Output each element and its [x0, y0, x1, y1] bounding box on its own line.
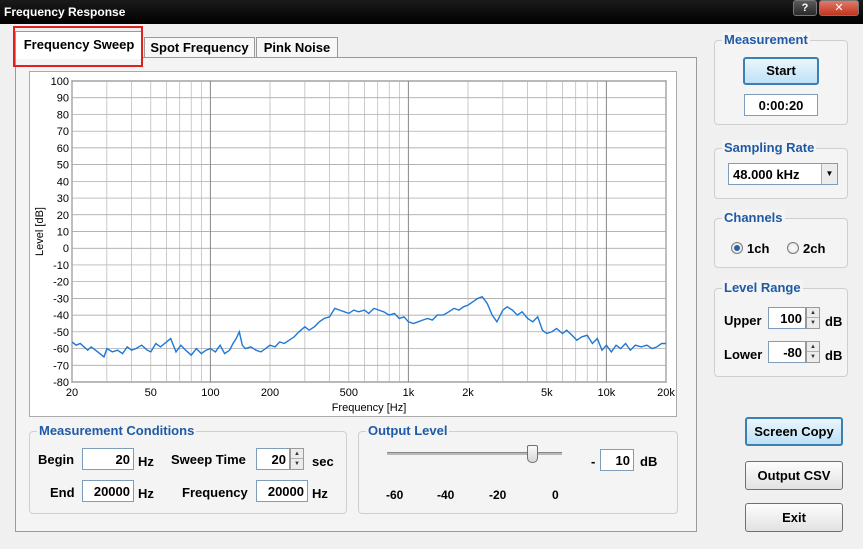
- spin-up-icon[interactable]: ▲: [807, 308, 819, 318]
- spin-down-icon[interactable]: ▼: [810, 354, 816, 360]
- y-tick-label: 100: [51, 76, 69, 88]
- upper-input[interactable]: 100: [768, 307, 806, 329]
- lower-stepper[interactable]: ▲ ▼: [806, 341, 820, 363]
- help-button[interactable]: ?: [793, 0, 817, 16]
- y-tick-label: 90: [57, 93, 69, 105]
- sweep-time-unit: sec: [312, 454, 334, 469]
- x-tick-label: 5k: [541, 387, 553, 399]
- window-title: Frequency Response: [4, 5, 126, 19]
- y-tick-label: 20: [57, 210, 69, 222]
- tab-pink-noise[interactable]: Pink Noise: [256, 37, 338, 58]
- output-level-input[interactable]: 10: [600, 449, 634, 471]
- measurement-conditions-title: Measurement Conditions: [37, 423, 197, 438]
- frequency-unit: Hz: [312, 486, 328, 501]
- x-tick-label: 20: [66, 387, 78, 399]
- slider-scale-label: -40: [437, 488, 455, 502]
- output-level-title: Output Level: [366, 423, 450, 438]
- channel-2ch-radio[interactable]: [787, 242, 799, 254]
- help-icon: ?: [801, 2, 809, 14]
- upper-stepper[interactable]: ▲ ▼: [806, 307, 820, 329]
- y-tick-label: 80: [57, 109, 69, 121]
- level-range-group: Level Range: [714, 280, 848, 377]
- title-bar: Frequency Response: [0, 0, 863, 24]
- spin-up-icon[interactable]: ▲: [291, 449, 303, 459]
- tab-spot-frequency[interactable]: Spot Frequency: [144, 37, 255, 58]
- end-label: End: [50, 485, 75, 500]
- spin-up-icon[interactable]: ▲: [807, 342, 819, 352]
- channel-1ch-label[interactable]: 1ch: [747, 241, 770, 256]
- upper-unit: dB: [825, 314, 843, 329]
- output-level-slider-thumb[interactable]: [527, 445, 539, 463]
- output-level-sign: -: [591, 454, 596, 469]
- frequency-label: Frequency: [182, 485, 248, 500]
- elapsed-time-display: 0:00:20: [744, 94, 818, 116]
- y-tick-label: -30: [53, 293, 69, 305]
- y-tick-label: -10: [53, 260, 69, 272]
- x-tick-label: 20k: [657, 387, 675, 399]
- y-tick-label: -60: [53, 344, 69, 356]
- begin-label: Begin: [38, 452, 75, 467]
- sampling-rate-value: 48.000 kHz: [733, 167, 800, 182]
- close-icon: ✕: [834, 2, 844, 14]
- exit-button[interactable]: Exit: [745, 503, 843, 532]
- slider-scale-label: 0: [552, 488, 559, 502]
- y-tick-label: -50: [53, 327, 69, 339]
- close-button[interactable]: ✕: [819, 0, 859, 16]
- y-tick-label: 30: [57, 193, 69, 205]
- sweep-time-label: Sweep Time: [171, 452, 246, 467]
- x-tick-label: 500: [340, 387, 358, 399]
- y-tick-label: 10: [57, 227, 69, 239]
- measurement-title: Measurement: [722, 32, 810, 47]
- frequency-response-chart: 1009080706050403020100-10-20-30-40-50-60…: [34, 76, 675, 414]
- x-tick-label: 1k: [403, 387, 415, 399]
- output-level-unit: dB: [640, 454, 658, 469]
- output-csv-button[interactable]: Output CSV: [745, 461, 843, 490]
- sampling-rate-title: Sampling Rate: [722, 140, 817, 155]
- chart-area: 100 90 80 70 60 50 40 30 20 10 0 -10 -20 -30 -40 -50 -60…: [29, 71, 677, 417]
- channel-1ch-radio[interactable]: [731, 242, 743, 254]
- lower-input[interactable]: -80: [768, 341, 806, 363]
- sweep-time-stepper[interactable]: ▲ ▼: [290, 448, 304, 470]
- spin-down-icon[interactable]: ▼: [810, 320, 816, 326]
- level-range-title: Level Range: [722, 280, 803, 295]
- y-tick-label: -40: [53, 310, 69, 322]
- y-tick-label: -70: [53, 360, 69, 372]
- y-tick-label: -20: [53, 277, 69, 289]
- start-button[interactable]: Start: [743, 57, 819, 85]
- y-tick-label: -80: [53, 377, 69, 389]
- sweep-time-input[interactable]: 20: [256, 448, 290, 470]
- y-tick-label: 50: [57, 160, 69, 172]
- x-axis-label: Frequency [Hz]: [332, 402, 407, 414]
- end-unit: Hz: [138, 486, 154, 501]
- x-tick-label: 50: [145, 387, 157, 399]
- response-series-line: [71, 295, 666, 359]
- channels-title: Channels: [722, 210, 785, 225]
- lower-unit: dB: [825, 348, 843, 363]
- output-level-slider-track[interactable]: [387, 452, 562, 455]
- chevron-down-icon[interactable]: ▼: [821, 164, 837, 184]
- y-tick-label: 60: [57, 143, 69, 155]
- begin-unit: Hz: [138, 454, 154, 469]
- x-tick-label: 10k: [598, 387, 616, 399]
- frequency-input[interactable]: 20000: [256, 480, 308, 502]
- upper-label: Upper: [724, 313, 762, 328]
- x-tick-label: 2k: [462, 387, 474, 399]
- y-tick-label: 40: [57, 176, 69, 188]
- end-input[interactable]: 20000: [82, 480, 134, 502]
- y-tick-label: 0: [63, 243, 69, 255]
- sampling-rate-select[interactable]: 48.000 kHz ▼: [728, 163, 838, 185]
- lower-label: Lower: [724, 347, 763, 362]
- y-tick-label: 70: [57, 126, 69, 138]
- output-level-group: Output Level: [358, 423, 678, 514]
- begin-input[interactable]: 20: [82, 448, 134, 470]
- spin-down-icon[interactable]: ▼: [294, 461, 300, 467]
- slider-scale-label: -20: [489, 488, 507, 502]
- tab-frequency-sweep[interactable]: Frequency Sweep: [15, 31, 143, 59]
- x-tick-label: 200: [261, 387, 279, 399]
- slider-scale-label: -60: [386, 488, 404, 502]
- screen-copy-button[interactable]: Screen Copy: [745, 417, 843, 446]
- x-tick-label: 100: [201, 387, 219, 399]
- y-axis-label: Level [dB]: [34, 207, 46, 256]
- channel-2ch-label[interactable]: 2ch: [803, 241, 826, 256]
